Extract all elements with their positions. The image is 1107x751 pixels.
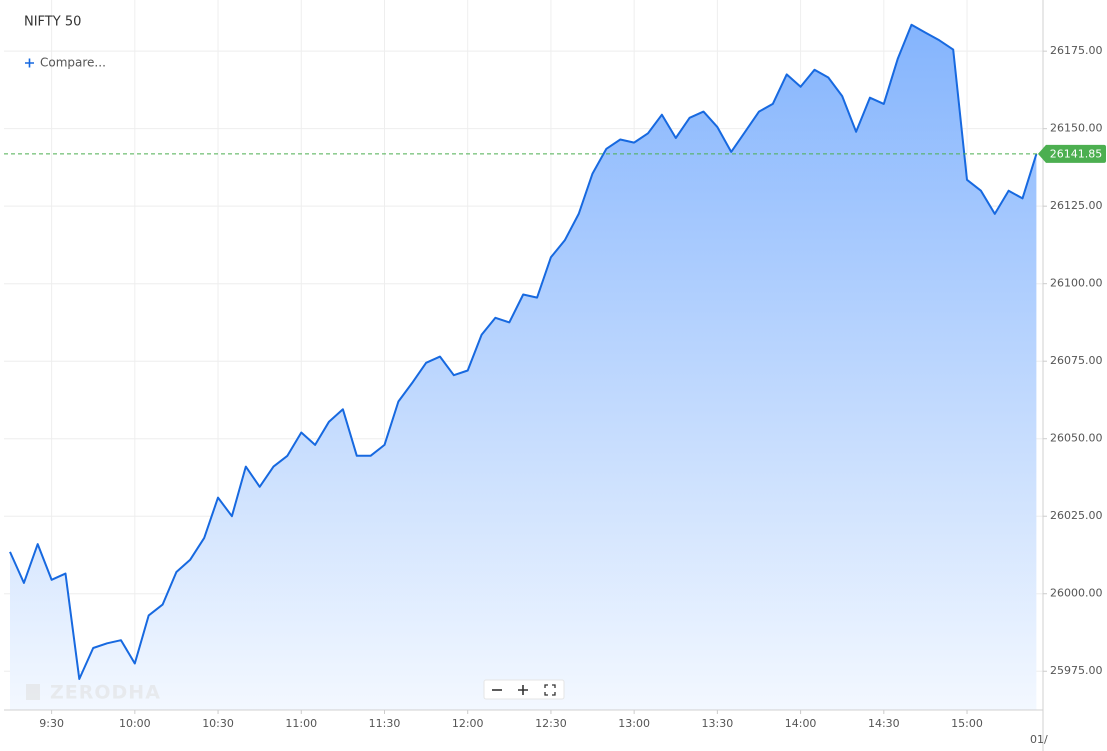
y-tick-label: 26100.00 — [1050, 277, 1103, 290]
x-tick-label: 9:30 — [39, 717, 64, 730]
x-tick-label: 14:00 — [785, 717, 817, 730]
y-tick-label: 26125.00 — [1050, 199, 1103, 212]
zoom-in[interactable] — [518, 685, 528, 695]
y-tick-label: 26025.00 — [1050, 509, 1103, 522]
logo — [26, 684, 40, 700]
x-tick-label: 11:30 — [369, 717, 401, 730]
x-tick-label: 10:00 — [119, 717, 151, 730]
x-tick-label: 13:00 — [618, 717, 650, 730]
watermark: ZERODHA — [26, 682, 161, 704]
x-tick-label: 11:00 — [285, 717, 317, 730]
y-tick-label: 26150.00 — [1050, 122, 1103, 135]
last-price-badge — [1038, 144, 1106, 163]
y-tick-label: 26175.00 — [1050, 44, 1103, 57]
plot — [4, 23, 1043, 711]
watermark-text: ZERODHA — [50, 682, 161, 704]
date-label: 01/ — [1030, 733, 1048, 746]
fullscreen[interactable] — [544, 684, 556, 696]
chart-title: NIFTY 50 — [24, 15, 81, 30]
x-tick-label: 12:00 — [452, 717, 484, 730]
y-tick-label: 26075.00 — [1050, 354, 1103, 367]
plus-icon — [25, 58, 34, 68]
y-tick-label: 26050.00 — [1050, 432, 1103, 445]
zoom-controls — [483, 679, 565, 700]
line — [9, 23, 1038, 680]
x-tick-label: 14:30 — [868, 717, 900, 730]
compare-button[interactable]: Compare... — [25, 56, 106, 70]
area — [10, 24, 1037, 711]
x-tick-label: 13:30 — [702, 717, 734, 730]
y-tick-label: 25975.00 — [1050, 664, 1103, 677]
last-price-label: 26141.85 — [1050, 147, 1103, 160]
y-tick-label: 26000.00 — [1050, 587, 1103, 600]
x-tick-label: 15:00 — [951, 717, 983, 730]
x-tick-label: 10:30 — [202, 717, 234, 730]
compare-label[interactable]: Compare... — [40, 56, 106, 70]
x-tick-label: 12:30 — [535, 717, 567, 730]
